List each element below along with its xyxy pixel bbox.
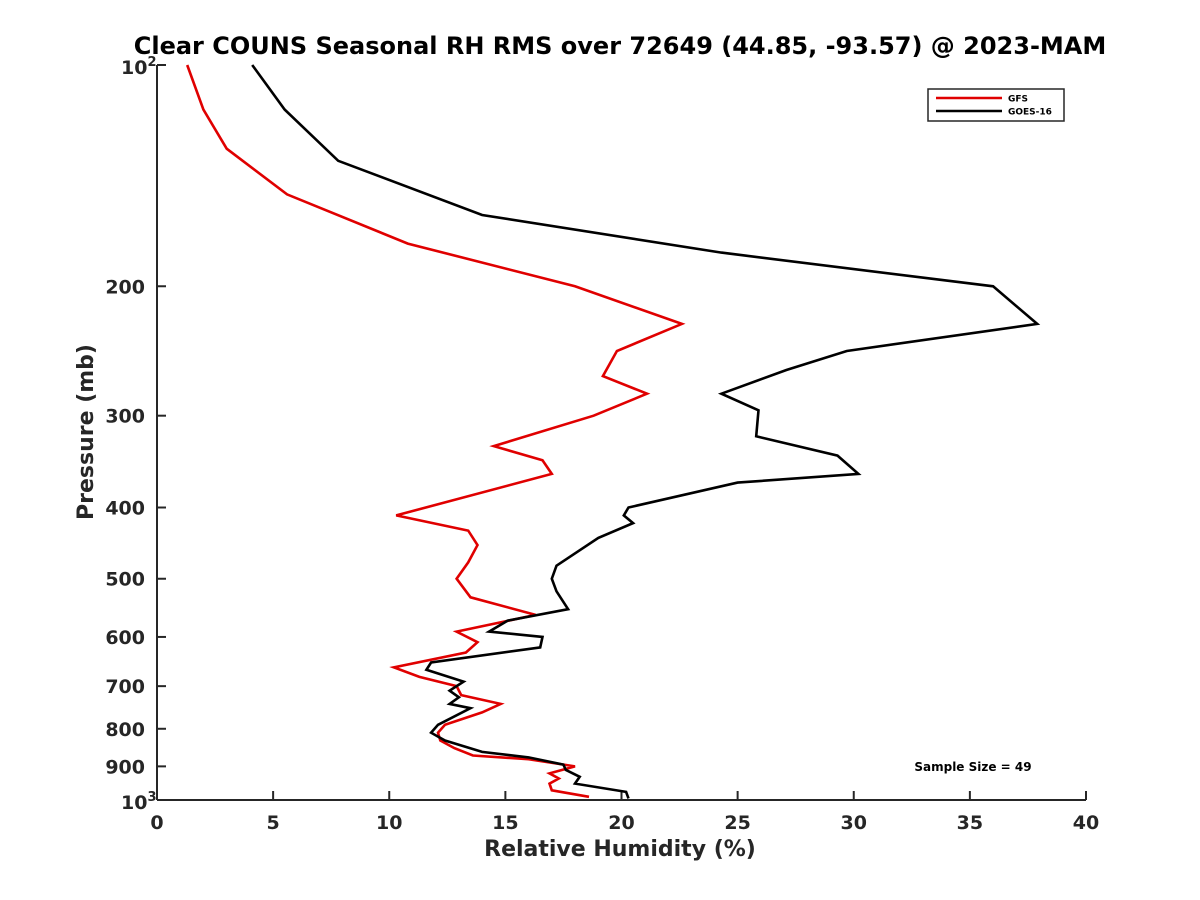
y-tick-exponent: 3 [147, 790, 156, 805]
axes: 0 5 10 15 20 25 30 35 40102200300400500600700800… [105, 55, 1099, 834]
chart-title: Clear COUNS Seasonal RH RMS over 72649 (… [134, 32, 1107, 60]
y-tick-label: 200 [105, 276, 145, 298]
y-tick-label: 300 [105, 406, 145, 428]
y-tick-base: 10 [121, 792, 147, 814]
x-tick-label: 0 [150, 812, 163, 834]
y-tick-base: 10 [121, 57, 147, 79]
y-tick-label: 700 [105, 676, 145, 698]
y-tick-label: 102 [121, 55, 157, 79]
series-line-gfs [185, 64, 686, 799]
y-tick-label: 103 [121, 790, 157, 814]
x-tick-label: 30 [841, 812, 867, 834]
legend: GFS GOES-16 [927, 88, 1065, 122]
y-tick-label: 400 [105, 498, 145, 520]
y-tick-label: 800 [105, 719, 145, 741]
y-tick-label: 600 [105, 627, 145, 649]
legend-box [927, 88, 1065, 122]
x-tick-label: 40 [1073, 812, 1099, 834]
y-tick-exponent: 2 [147, 55, 156, 70]
y-axis-label: Pressure (mb) [74, 344, 99, 520]
series-line-goes-16 [251, 64, 1041, 799]
plot-area [185, 64, 1041, 799]
x-axis-label: Relative Humidity (%) [484, 837, 756, 862]
x-tick-label: 15 [492, 812, 518, 834]
x-tick-label: 35 [957, 812, 983, 834]
x-tick-label: 5 [267, 812, 280, 834]
legend-label: GOES-16 [1008, 108, 1052, 118]
x-tick-label: 20 [608, 812, 634, 834]
x-tick-label: 25 [724, 812, 750, 834]
legend-label: GFS [1008, 95, 1028, 105]
y-tick-label: 900 [105, 756, 145, 778]
y-tick-label: 500 [105, 569, 145, 591]
sample-size-annotation: Sample Size = 49 [914, 760, 1031, 774]
x-tick-label: 10 [376, 812, 402, 834]
